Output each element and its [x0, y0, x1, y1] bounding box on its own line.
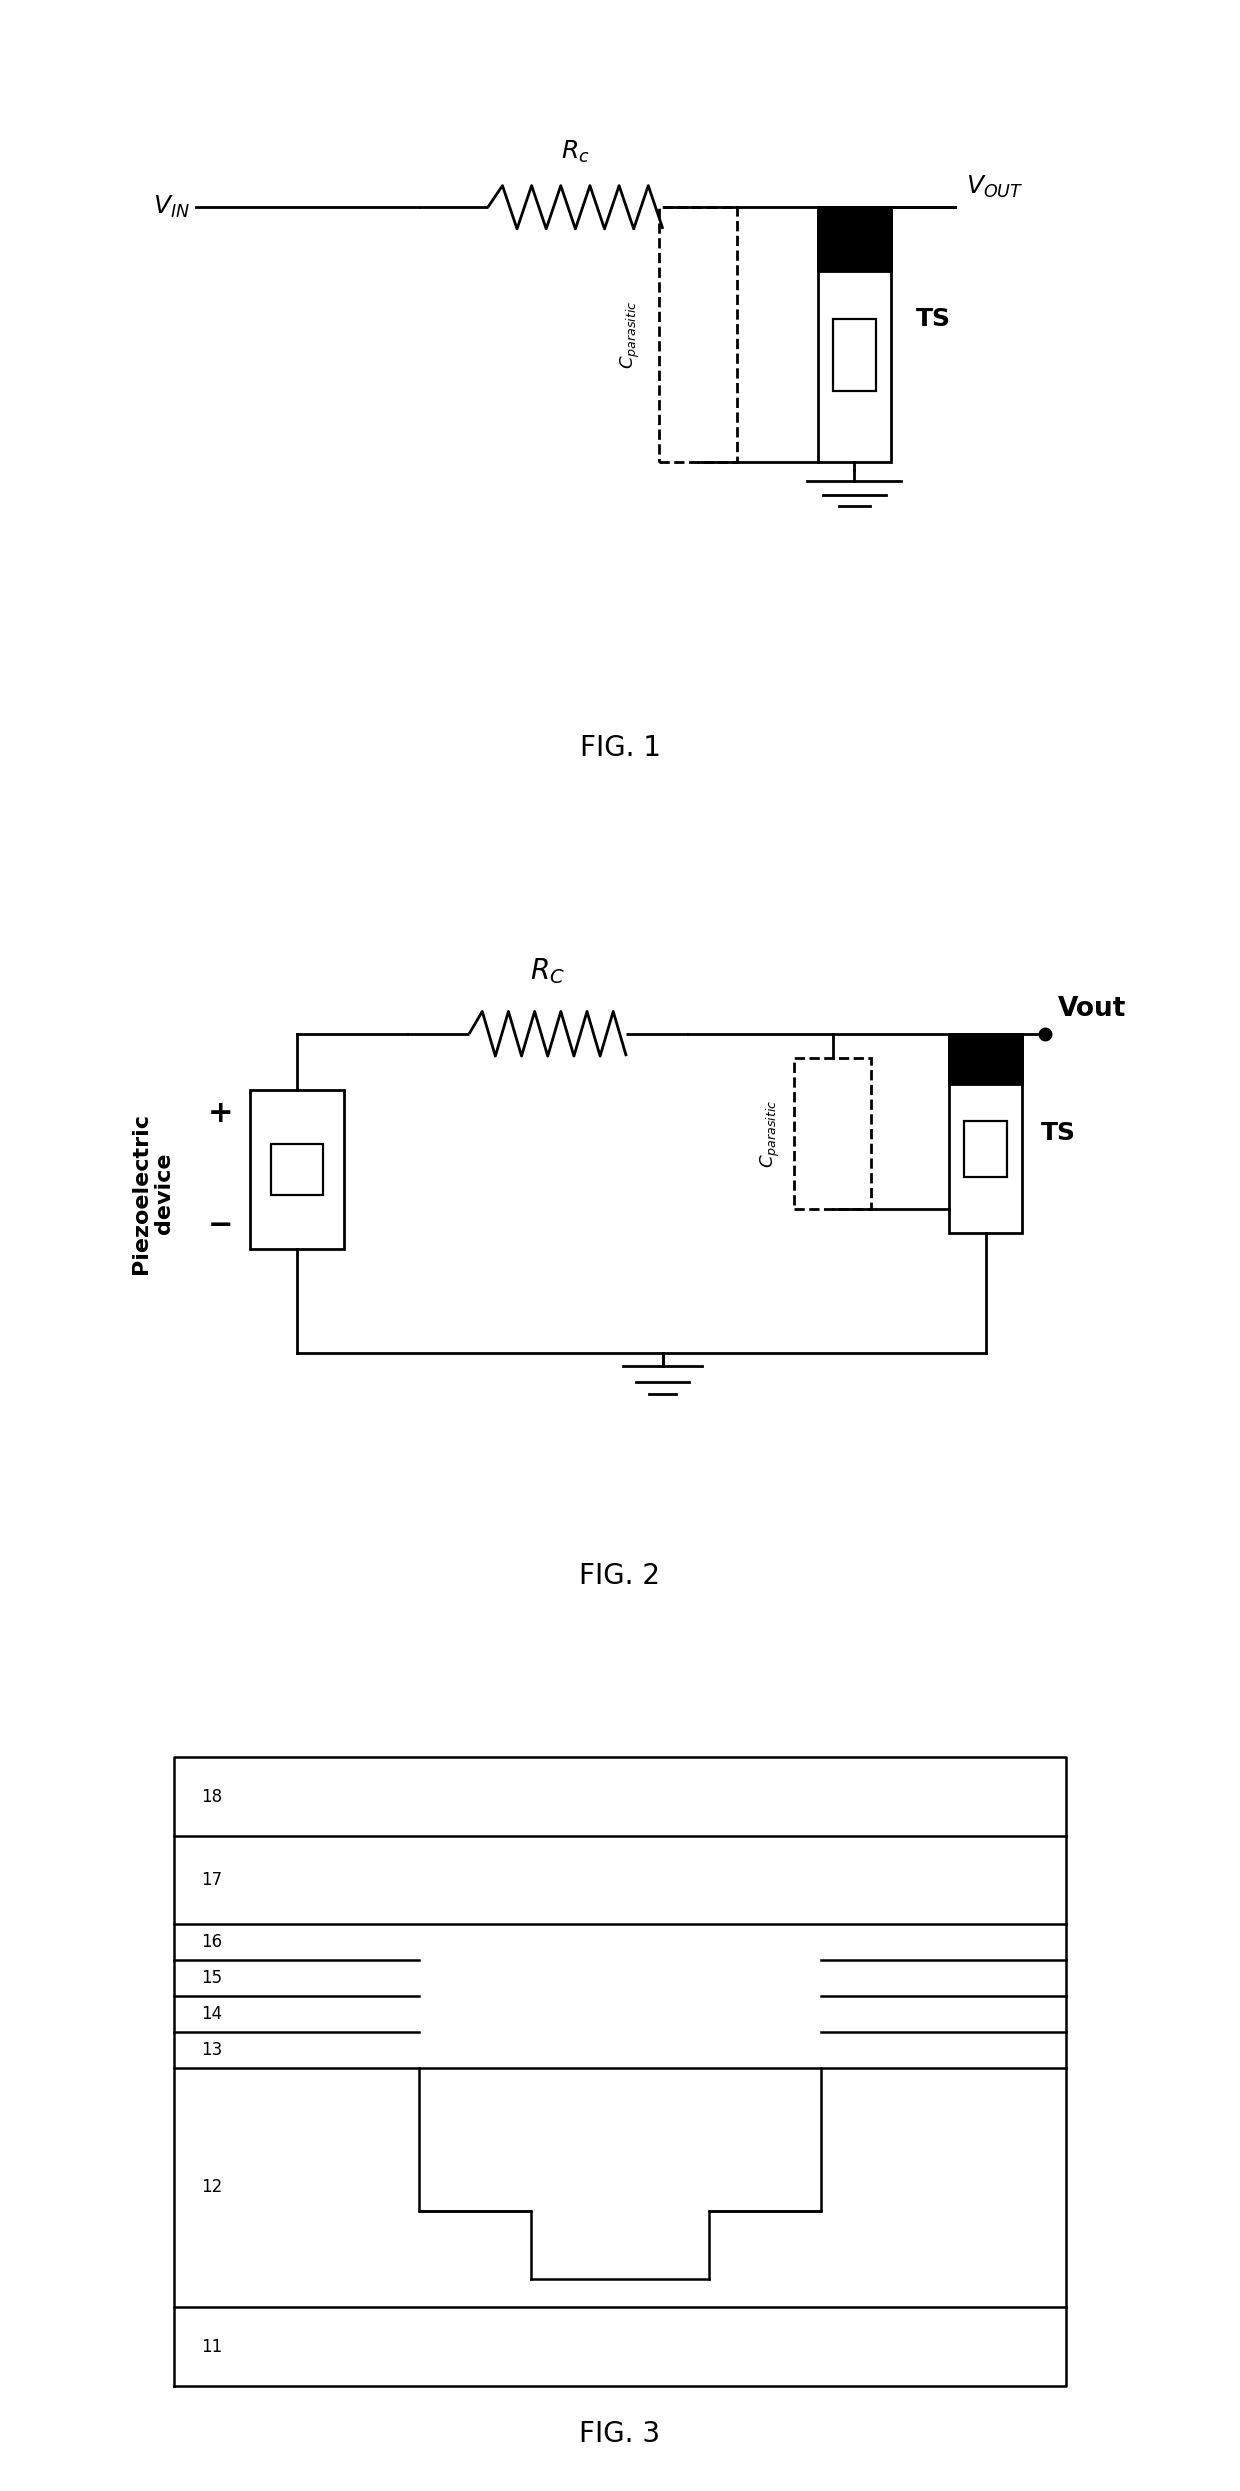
Text: $R_C$: $R_C$ [531, 957, 565, 986]
Text: 11: 11 [201, 2337, 223, 2356]
Text: $R_c$: $R_c$ [560, 139, 590, 164]
Text: FIG. 1: FIG. 1 [579, 735, 661, 762]
Text: FIG. 2: FIG. 2 [579, 1562, 661, 1589]
Text: 13: 13 [201, 2040, 223, 2058]
Text: Piezoelectric
device: Piezoelectric device [130, 1113, 174, 1273]
Text: $V_{OUT}$: $V_{OUT}$ [966, 174, 1023, 199]
Polygon shape [818, 207, 890, 272]
Text: TS: TS [1040, 1121, 1076, 1146]
Text: −: − [207, 1211, 233, 1241]
Polygon shape [950, 1034, 1022, 1084]
Text: 17: 17 [201, 1871, 223, 1888]
Text: 14: 14 [201, 2005, 223, 2023]
Text: +: + [207, 1099, 233, 1128]
Text: Vout: Vout [1058, 996, 1126, 1021]
Text: 16: 16 [201, 1933, 223, 1950]
Text: $C_{parasitic}$: $C_{parasitic}$ [619, 301, 642, 369]
Text: 15: 15 [201, 1968, 223, 1988]
Text: FIG. 3: FIG. 3 [579, 2421, 661, 2449]
Text: TS: TS [915, 306, 951, 331]
Text: 18: 18 [201, 1789, 223, 1806]
Text: $V_{IN}$: $V_{IN}$ [154, 194, 191, 219]
Text: 12: 12 [201, 2177, 223, 2197]
Text: $C_{parasitic}$: $C_{parasitic}$ [759, 1099, 781, 1168]
